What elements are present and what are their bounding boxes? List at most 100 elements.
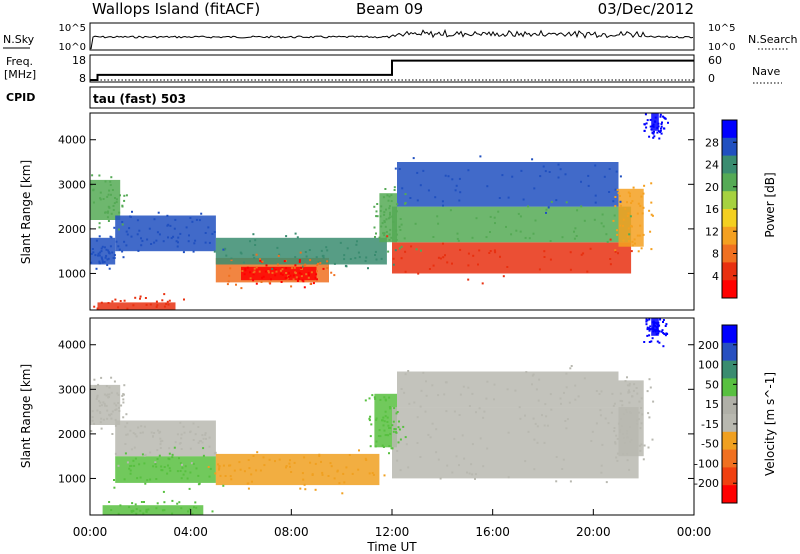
velocity-speckle: [251, 480, 253, 483]
power-speckle: [261, 260, 264, 263]
velocity-speckle: [386, 421, 389, 423]
velocity-speckle: [648, 378, 651, 381]
power-speckle: [122, 256, 125, 259]
power-speckle: [650, 182, 653, 185]
power-speckle: [176, 245, 179, 248]
velocity-speckle: [379, 398, 382, 401]
velocity-ytick-label: 4000: [58, 339, 86, 352]
velocity-speckle: [383, 474, 386, 477]
power-colorbar-segment: [722, 262, 737, 281]
power-speckle: [121, 205, 124, 208]
velocity-speckle: [656, 323, 659, 326]
power-speckle: [91, 174, 94, 177]
velocity-speckle: [652, 320, 655, 323]
power-speckle: [381, 222, 384, 225]
power-speckle: [652, 125, 655, 128]
power-speckle: [390, 194, 393, 197]
power-speckle: [194, 239, 197, 242]
power-speckle: [118, 248, 121, 251]
power-speckle: [524, 236, 527, 239]
power-speckle: [111, 189, 114, 191]
power-speckle: [616, 233, 619, 236]
velocity-speckle: [117, 464, 120, 467]
velocity-speckle: [103, 393, 106, 396]
velocity-speckle: [630, 438, 633, 441]
velocity-speckle: [140, 425, 143, 428]
power-speckle: [392, 221, 395, 223]
velocity-speckle: [131, 502, 134, 505]
velocity-speckle: [389, 407, 392, 410]
velocity-speckle: [233, 469, 236, 472]
velocity-speckle: [565, 427, 568, 430]
power-speckle: [264, 270, 267, 273]
velocity-speckle: [398, 420, 400, 423]
velocity-speckle: [404, 436, 407, 439]
velocity-speckle: [611, 392, 614, 395]
power-speckle: [276, 246, 279, 249]
power-colorbar-segment: [722, 137, 737, 157]
velocity-speckle: [218, 468, 220, 471]
velocity-speckle: [205, 437, 207, 440]
power-speckle: [404, 193, 407, 196]
power-speckle: [400, 257, 403, 260]
power-speckle: [153, 241, 156, 244]
power-speckle: [198, 219, 201, 222]
power-speckle: [161, 299, 164, 302]
power-speckle: [92, 201, 95, 204]
power-speckle: [249, 240, 251, 243]
power-speckle: [573, 237, 576, 240]
power-speckle: [107, 257, 110, 260]
power-speckle: [267, 270, 270, 272]
power-speckle: [614, 249, 617, 252]
power-speckle: [109, 235, 112, 238]
velocity-speckle: [303, 456, 306, 459]
power-speckle: [155, 300, 158, 303]
power-speckle: [94, 254, 97, 257]
velocity-speckle: [624, 380, 627, 383]
power-speckle: [117, 306, 120, 309]
power-speckle: [302, 280, 305, 283]
power-speckle: [501, 174, 504, 177]
velocity-colorbar: 200 100 50 15 -15 -50 -100 -200: [694, 324, 738, 504]
velocity-speckle: [108, 386, 111, 389]
power-speckle: [187, 240, 190, 243]
power-speckle: [303, 264, 306, 267]
power-speckle: [299, 251, 302, 254]
cpid-strip: CPID tau (fast) 503: [6, 86, 695, 109]
power-speckle: [123, 194, 126, 197]
power-speckle: [667, 121, 669, 124]
velocity-speckle: [126, 433, 129, 436]
velocity-speckle: [142, 512, 145, 515]
power-speckle: [105, 254, 108, 257]
power-speckle: [283, 260, 286, 263]
power-speckle: [100, 301, 103, 304]
velocity-speckle: [106, 409, 109, 412]
power-speckle: [290, 285, 293, 288]
power-speckle: [497, 210, 500, 213]
velocity-speckle: [156, 458, 159, 460]
power-speckle: [207, 226, 210, 229]
power-speckle: [317, 262, 319, 265]
velocity-speckle: [626, 459, 629, 462]
power-speckle: [249, 277, 252, 280]
velocity-speckle: [134, 503, 137, 506]
power-speckle: [244, 269, 247, 272]
power-speckle: [92, 188, 95, 191]
velocity-speckle: [91, 419, 94, 422]
power-colorbar-tick-label: 12: [705, 225, 719, 238]
power-speckle: [326, 249, 329, 252]
velocity-speckle: [100, 376, 103, 379]
velocity-speckle: [629, 411, 631, 414]
power-speckle: [630, 202, 633, 204]
power-speckle: [123, 240, 126, 243]
velocity-speckle: [159, 437, 162, 440]
power-speckle: [380, 205, 383, 208]
velocity-speckle: [651, 337, 654, 340]
velocity-speckle: [247, 459, 250, 461]
velocity-speckle: [171, 499, 174, 502]
velocity-speckle: [468, 405, 471, 407]
power-colorbar-tick-label: 28: [705, 136, 719, 149]
velocity-speckle: [619, 399, 622, 402]
power-speckle: [316, 278, 318, 281]
